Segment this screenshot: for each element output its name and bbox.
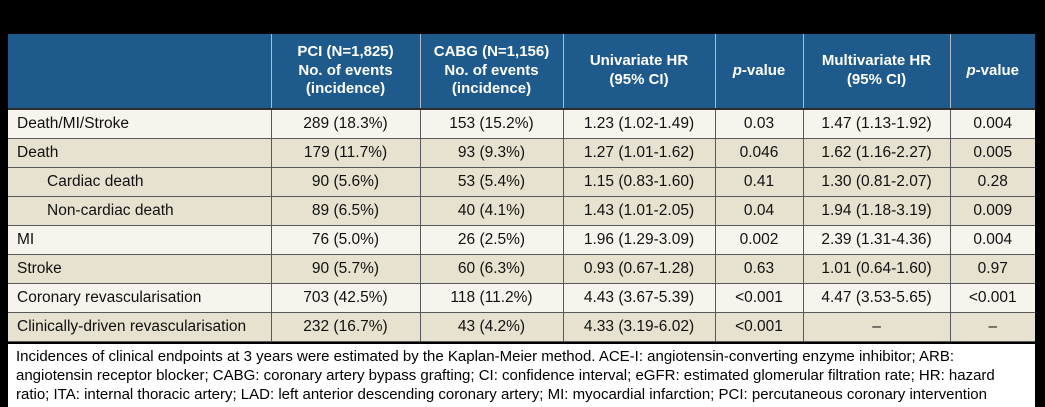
pci-events-cell: 76 (5.0%) [270, 224, 421, 255]
header-multivariate-hr: Multivariate HR (95% CI) [802, 34, 950, 110]
pci-events-cell: 90 (5.6%) [270, 166, 421, 197]
multivariate-hr-cell: 2.39 (1.31-4.36) [802, 224, 951, 255]
multivariate-pvalue-cell: 0.004 [949, 224, 1035, 255]
endpoint-cell: Coronary revascularisation [8, 282, 272, 313]
univariate-hr-cell: 4.43 (3.67-5.39) [562, 282, 716, 313]
univariate-hr-cell: 1.15 (0.83-1.60) [562, 166, 716, 197]
header-cabg-line2: No. of events [444, 61, 539, 79]
pci-events-cell: 703 (42.5%) [270, 282, 421, 313]
univariate-hr-cell: 4.33 (3.19-6.02) [562, 311, 716, 342]
pci-events-cell: 90 (5.7%) [270, 253, 421, 284]
univariate-pvalue-cell: 0.03 [714, 108, 804, 139]
table-row-coronary-revascularisation: Coronary revascularisation 703 (42.5%) 1… [8, 282, 1035, 313]
endpoint-cell: Non-cardiac death [8, 195, 272, 226]
cabg-events-cell: 53 (5.4%) [419, 166, 564, 197]
table-row-death-mi-stroke: Death/MI/Stroke 289 (18.3%) 153 (15.2%) … [8, 108, 1035, 139]
endpoint-cell: Clinically-driven revascularisation [8, 311, 272, 342]
table-row-death: Death 179 (11.7%) 93 (9.3%) 1.27 (1.01-1… [8, 137, 1035, 168]
header-pci-line2: No. of events [298, 61, 393, 79]
header-pci: PCI (N=1,825) No. of events (incidence) [270, 34, 420, 110]
univariate-pvalue-cell: 0.41 [714, 166, 804, 197]
multivariate-pvalue-cell: 0.009 [949, 195, 1035, 226]
p-italic: p [732, 61, 742, 79]
cabg-events-cell: 43 (4.2%) [419, 311, 564, 342]
multivariate-hr-cell: 1.01 (0.64-1.60) [802, 253, 951, 284]
multivariate-hr-cell: 1.62 (1.16-2.27) [802, 137, 951, 168]
univariate-hr-cell: 1.23 (1.02-1.49) [562, 108, 716, 139]
header-pvalue-multivariate: p-value [949, 34, 1035, 110]
header-cabg-line3: (incidence) [451, 80, 532, 98]
univariate-pvalue-cell: 0.046 [714, 137, 804, 168]
table-row-non-cardiac-death: Non-cardiac death 89 (6.5%) 40 (4.1%) 1.… [8, 195, 1035, 226]
endpoint-cell: Cardiac death [8, 166, 272, 197]
table-body: Death/MI/Stroke 289 (18.3%) 153 (15.2%) … [8, 108, 1035, 342]
header-endpoint [8, 34, 271, 110]
multivariate-hr-cell: 1.94 (1.18-3.19) [802, 195, 951, 226]
multivariate-hr-cell: 1.47 (1.13-1.92) [802, 108, 951, 139]
table-row-clinically-driven-revascularisation: Clinically-driven revascularisation 232 … [8, 311, 1035, 342]
header-univariate-line2: (95% CI) [609, 71, 669, 88]
p-rest: -value [975, 61, 1020, 79]
univariate-pvalue-cell: <0.001 [714, 311, 804, 342]
header-row: PCI (N=1,825) No. of events (incidence) … [8, 34, 1035, 110]
pci-events-cell: 289 (18.3%) [270, 108, 421, 139]
univariate-pvalue-cell: <0.001 [714, 282, 804, 313]
univariate-hr-cell: 1.27 (1.01-1.62) [562, 137, 716, 168]
outcomes-table: PCI (N=1,825) No. of events (incidence) … [8, 34, 1035, 342]
endpoint-cell: MI [8, 224, 272, 255]
table-footnote: Incidences of clinical endpoints at 3 ye… [8, 341, 1035, 407]
header-pci-line1: PCI (N=1,825) [297, 42, 394, 60]
header-multivariate-line2: (95% CI) [846, 71, 907, 88]
multivariate-pvalue-cell: 0.004 [949, 108, 1035, 139]
cabg-events-cell: 118 (11.2%) [419, 282, 564, 313]
cabg-events-cell: 60 (6.3%) [419, 253, 564, 284]
header-multivariate-line1: Multivariate HR [821, 52, 932, 70]
endpoint-cell: Stroke [8, 253, 272, 284]
table-row-stroke: Stroke 90 (5.7%) 60 (6.3%) 0.93 (0.67-1.… [8, 253, 1035, 284]
header-univariate-hr: Univariate HR (95% CI) [562, 34, 715, 110]
endpoint-cell: Death [8, 137, 272, 168]
multivariate-hr-cell: 4.47 (3.53-5.65) [802, 282, 951, 313]
univariate-hr-cell: 1.96 (1.29-3.09) [562, 224, 716, 255]
header-pvalue-univariate: p-value [714, 34, 803, 110]
univariate-hr-cell: 1.43 (1.01-2.05) [562, 195, 716, 226]
cabg-events-cell: 26 (2.5%) [419, 224, 564, 255]
pci-events-cell: 179 (11.7%) [270, 137, 421, 168]
header-cabg: CABG (N=1,156) No. of events (incidence) [419, 34, 563, 110]
multivariate-pvalue-cell: 0.005 [949, 137, 1035, 168]
table-header: PCI (N=1,825) No. of events (incidence) … [8, 34, 1035, 110]
header-univariate-line1: Univariate HR [589, 52, 689, 70]
header-pci-line3: (incidence) [305, 80, 386, 98]
p-rest: -value [741, 61, 786, 79]
table-row-mi: MI 76 (5.0%) 26 (2.5%) 1.96 (1.29-3.09) … [8, 224, 1035, 255]
univariate-pvalue-cell: 0.002 [714, 224, 804, 255]
header-cabg-line1: CABG (N=1,156) [433, 42, 550, 60]
cabg-events-cell: 93 (9.3%) [419, 137, 564, 168]
endpoint-cell: Death/MI/Stroke [8, 108, 272, 139]
p-italic: p [966, 61, 976, 79]
multivariate-pvalue-cell: 0.28 [949, 166, 1035, 197]
multivariate-pvalue-cell: 0.97 [949, 253, 1035, 284]
cabg-events-cell: 153 (15.2%) [419, 108, 564, 139]
cabg-events-cell: 40 (4.1%) [419, 195, 564, 226]
pci-events-cell: 89 (6.5%) [270, 195, 421, 226]
univariate-pvalue-cell: 0.04 [714, 195, 804, 226]
univariate-pvalue-cell: 0.63 [714, 253, 804, 284]
multivariate-hr-cell: – [802, 311, 951, 342]
outcomes-table-frame: PCI (N=1,825) No. of events (incidence) … [6, 32, 1037, 407]
univariate-hr-cell: 0.93 (0.67-1.28) [562, 253, 716, 284]
multivariate-pvalue-cell: – [949, 311, 1035, 342]
pci-events-cell: 232 (16.7%) [270, 311, 421, 342]
table-row-cardiac-death: Cardiac death 90 (5.6%) 53 (5.4%) 1.15 (… [8, 166, 1035, 197]
multivariate-hr-cell: 1.30 (0.81-2.07) [802, 166, 951, 197]
multivariate-pvalue-cell: <0.001 [949, 282, 1035, 313]
